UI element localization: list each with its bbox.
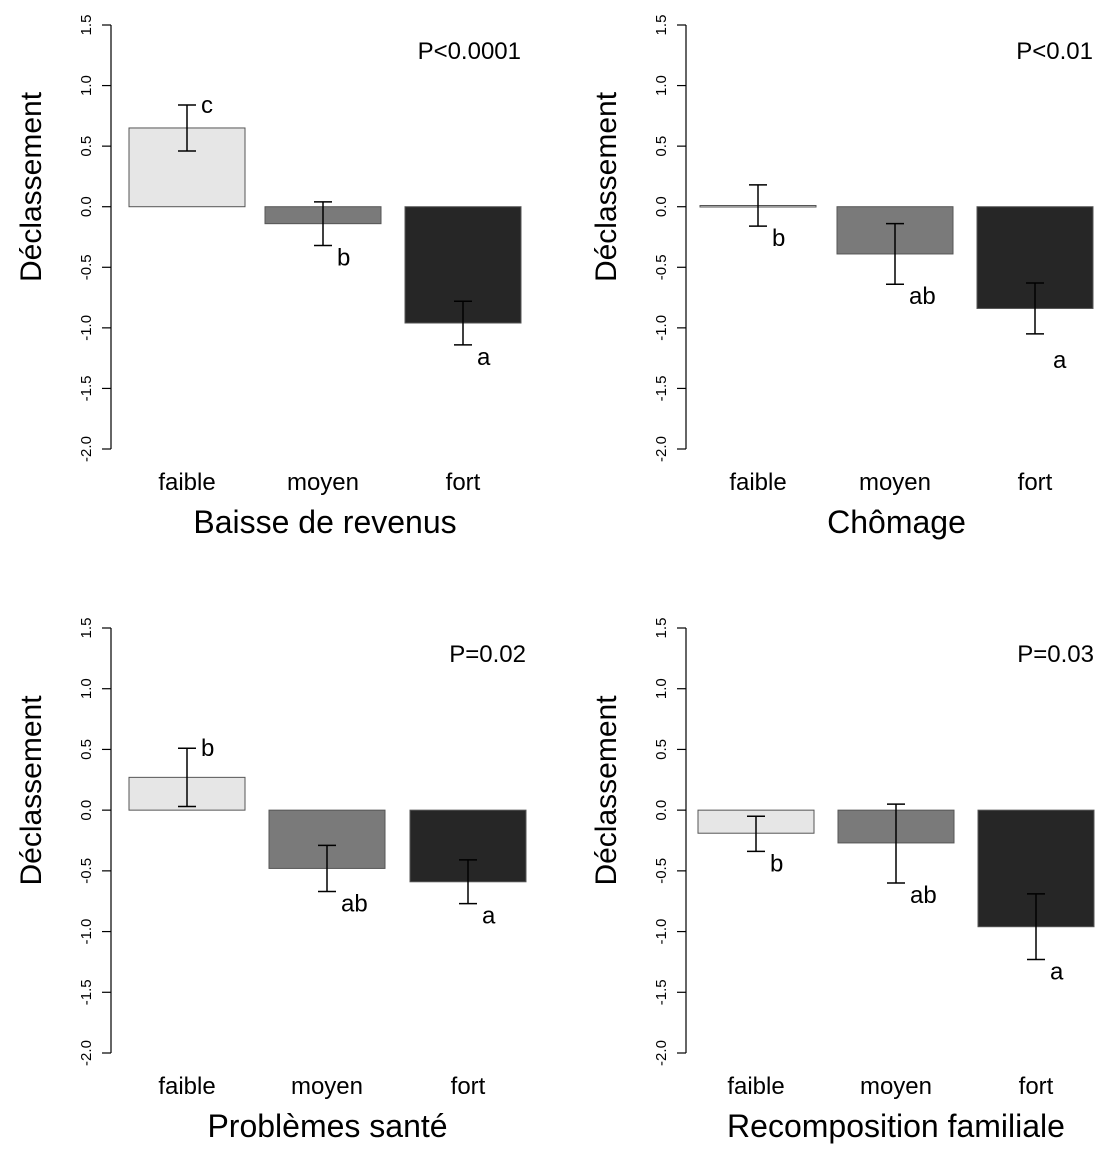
panel-2: 1.5 1.0 0.5 0.0 -0.5 -1.0 -1.5 -2.0 Déclassement…: [590, 15, 1094, 540]
y-axis-label: Déclassement: [15, 91, 48, 282]
x-axis-label: Recomposition familiale: [727, 1108, 1065, 1144]
x-category-label: fort: [446, 469, 481, 496]
y-tick-label: -1.5: [78, 375, 95, 401]
y-tick-label: 1.0: [653, 678, 670, 699]
y-tick-label: 0.5: [78, 136, 95, 157]
x-axis-label: Chômage: [827, 504, 966, 540]
significance-letter: ab: [909, 283, 936, 310]
y-tick-label: 1.5: [78, 618, 95, 639]
x-category-label: fort: [451, 1073, 486, 1100]
y-axis-label: Déclassement: [590, 695, 623, 886]
significance-letter: b: [772, 225, 785, 252]
y-tick-label: -1.5: [653, 979, 670, 1005]
y-tick-label: -1.0: [78, 919, 95, 945]
y-tick-label: -1.0: [653, 315, 670, 341]
y-tick-label: -2.0: [653, 1040, 670, 1066]
significance-letter: b: [201, 735, 214, 762]
y-tick-label: 0.5: [653, 739, 670, 760]
x-category-label: fort: [1019, 1073, 1054, 1100]
p-value-label: P<0.01: [1016, 38, 1093, 65]
significance-letter: c: [201, 92, 213, 119]
x-category-label: moyen: [859, 469, 931, 496]
x-category-label: faible: [729, 469, 786, 496]
p-value-label: P=0.02: [449, 641, 526, 668]
x-category-label: faible: [158, 1073, 215, 1100]
y-axis-label: Déclassement: [15, 695, 48, 886]
x-category-label: moyen: [291, 1073, 363, 1100]
y-tick-label: -0.5: [653, 254, 670, 280]
significance-letter: a: [477, 344, 491, 371]
y-tick-label: -1.5: [78, 979, 95, 1005]
panel-1: 1.5 1.0 0.5 0.0 -0.5 -1.0 -1.5 -2.0 Déclassement…: [15, 15, 522, 540]
y-tick-label: 1.0: [78, 678, 95, 699]
y-tick-label: 1.0: [78, 75, 95, 96]
y-tick-label: -2.0: [78, 436, 95, 462]
y-axis-label: Déclassement: [590, 91, 623, 282]
significance-letter: a: [482, 903, 496, 930]
significance-letter: ab: [910, 882, 937, 909]
x-category-label: fort: [1018, 469, 1053, 496]
p-value-label: P=0.03: [1017, 641, 1094, 668]
y-tick-label: 0.0: [653, 800, 670, 821]
y-tick-label: -1.0: [78, 315, 95, 341]
y-tick-label: 0.5: [653, 136, 670, 157]
y-tick-label: -1.0: [653, 919, 670, 945]
x-axis-label: Problèmes santé: [207, 1108, 447, 1144]
p-value-label: P<0.0001: [418, 38, 521, 65]
y-tick-label: -0.5: [78, 254, 95, 280]
y-tick-label: 0.0: [78, 196, 95, 217]
significance-letter: a: [1053, 347, 1067, 374]
significance-letter: b: [337, 244, 350, 271]
y-tick-label: -0.5: [653, 858, 670, 884]
significance-letter: b: [770, 850, 783, 877]
x-category-label: moyen: [860, 1073, 932, 1100]
x-category-label: faible: [727, 1073, 784, 1100]
y-tick-label: 1.5: [653, 618, 670, 639]
y-tick-label: 1.0: [653, 75, 670, 96]
y-tick-label: -1.5: [653, 375, 670, 401]
y-tick-label: -0.5: [78, 858, 95, 884]
y-tick-label: 0.0: [78, 800, 95, 821]
x-axis-label: Baisse de revenus: [193, 504, 456, 540]
y-tick-label: 0.0: [653, 196, 670, 217]
significance-letter: a: [1050, 959, 1064, 986]
y-tick-label: 0.5: [78, 739, 95, 760]
y-tick-label: 1.5: [78, 15, 95, 36]
y-tick-label: 1.5: [653, 15, 670, 36]
y-tick-label: -2.0: [653, 436, 670, 462]
panel-3: 1.5 1.0 0.5 0.0 -0.5 -1.0 -1.5 -2.0 Déclassement…: [15, 618, 527, 1144]
x-category-label: faible: [158, 469, 215, 496]
x-category-label: moyen: [287, 469, 359, 496]
significance-letter: ab: [341, 891, 368, 918]
y-tick-label: -2.0: [78, 1040, 95, 1066]
panel-4: 1.5 1.0 0.5 0.0 -0.5 -1.0 -1.5 -2.0 Déclassement…: [590, 618, 1095, 1144]
